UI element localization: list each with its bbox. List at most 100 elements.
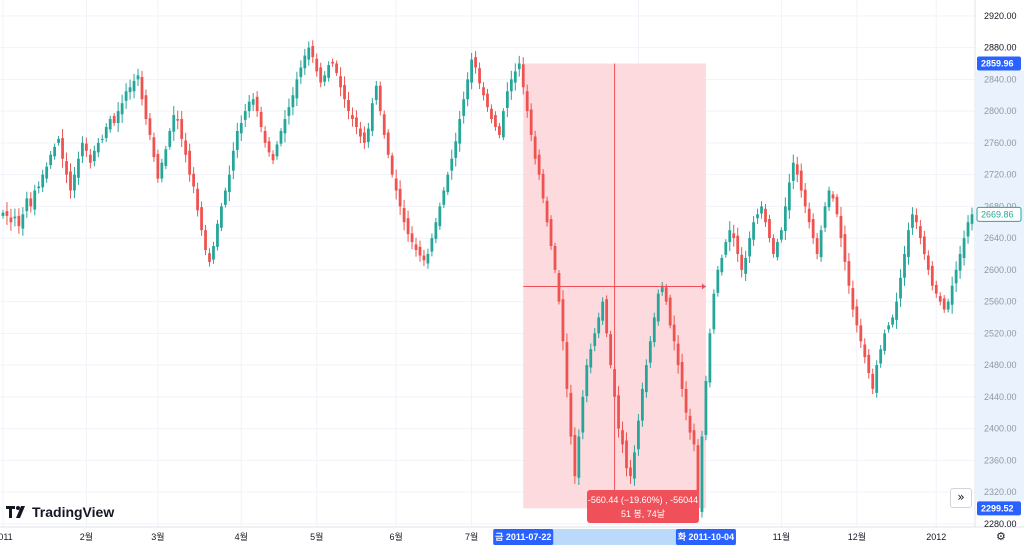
candle-body <box>954 269 958 284</box>
candle-body <box>505 91 509 108</box>
candle-body <box>104 126 108 139</box>
candle-body <box>823 206 827 228</box>
candle-body <box>593 333 597 347</box>
candle-body <box>855 306 859 326</box>
candle-body <box>430 238 434 252</box>
tradingview-logo[interactable]: TradingView <box>6 504 114 520</box>
x-tick-label: 2월 <box>80 531 93 542</box>
candle-body <box>235 130 239 151</box>
candle-body <box>406 218 410 235</box>
candle-body <box>81 142 84 157</box>
start-date-label: 금 2011-07-22 <box>495 532 551 542</box>
candle-body <box>621 430 624 445</box>
candle-body <box>73 174 76 191</box>
candle-body <box>867 354 871 374</box>
candle-body <box>148 118 152 135</box>
candle-body <box>843 234 847 262</box>
candle-body <box>962 238 966 258</box>
candle-body <box>370 103 374 131</box>
candle-body <box>65 161 68 175</box>
start-date-tag <box>493 529 554 545</box>
candle-body <box>760 206 763 214</box>
candle-body <box>629 467 632 477</box>
candle-body <box>716 269 720 293</box>
candle-body <box>490 108 493 120</box>
candle-body <box>343 84 346 100</box>
candle-body <box>180 119 184 139</box>
x-tick-label: 3월 <box>151 531 164 542</box>
candle-body <box>299 67 303 77</box>
candle-body <box>374 85 378 101</box>
candle-body <box>557 273 561 302</box>
candle-body <box>549 219 553 247</box>
candle-body <box>970 214 974 224</box>
candle-body <box>815 238 819 254</box>
candle-body <box>918 226 922 239</box>
settings-gear-icon[interactable]: ⚙ <box>996 530 1006 543</box>
candle-body <box>640 388 644 421</box>
candle-body <box>212 246 215 260</box>
candle-body <box>41 174 45 188</box>
candle-body <box>156 153 160 179</box>
candle-body <box>45 166 49 179</box>
candle-body <box>108 119 112 130</box>
candle-body <box>402 207 406 223</box>
candle-body <box>740 254 744 270</box>
candle-body <box>684 388 688 413</box>
candle-body <box>517 63 521 70</box>
x-tick-label: 2012 <box>926 532 946 542</box>
candle-body <box>664 287 668 302</box>
tradingview-logo-icon <box>6 506 25 518</box>
candle-body <box>581 396 585 433</box>
candle-body <box>116 111 120 124</box>
candle-body <box>521 64 525 88</box>
candle-body <box>950 285 954 305</box>
candle-body <box>617 395 620 429</box>
candle-body <box>446 174 450 193</box>
candle-body <box>9 217 13 223</box>
candle-body <box>934 284 938 294</box>
candle-body <box>327 65 331 78</box>
price-tag-label: 2669.86 <box>981 209 1014 219</box>
measure-arrow-right <box>701 283 706 290</box>
candle-body <box>49 154 53 166</box>
candle-body <box>172 115 176 132</box>
candle-body <box>271 153 275 161</box>
candle-body <box>783 206 787 231</box>
candle-body <box>168 130 172 147</box>
candle-body <box>386 132 390 155</box>
candle-body <box>696 445 700 508</box>
candle-body <box>537 154 541 175</box>
candle-body <box>922 236 926 254</box>
candle-body <box>323 75 327 82</box>
x-range-highlight <box>493 529 736 545</box>
candle-body <box>307 47 311 60</box>
candle-body <box>486 93 489 108</box>
candle-body <box>831 194 835 199</box>
candle-body <box>382 114 386 135</box>
candle-body <box>462 99 466 116</box>
candle-body <box>196 188 199 211</box>
candle-body <box>61 138 64 159</box>
candle-body <box>362 132 366 143</box>
candle-body <box>509 79 513 92</box>
candle-body <box>911 214 914 228</box>
candle-body <box>33 190 37 210</box>
candle-body <box>625 440 628 469</box>
candle-body <box>605 299 609 334</box>
candle-body <box>287 107 291 116</box>
double-chevron-right-icon: » <box>957 490 965 504</box>
candle-body <box>847 261 851 286</box>
candle-body <box>541 173 545 199</box>
candle-body <box>92 150 96 162</box>
x-tick-label: 12월 <box>848 531 866 542</box>
candle-body <box>351 115 354 120</box>
candle-body <box>315 58 319 72</box>
scroll-to-realtime-button[interactable]: » <box>950 488 972 508</box>
candle-body <box>418 246 422 256</box>
candle-body <box>708 333 712 383</box>
candle-body <box>5 211 9 216</box>
candle-body <box>17 215 21 227</box>
candle-body <box>672 324 676 342</box>
